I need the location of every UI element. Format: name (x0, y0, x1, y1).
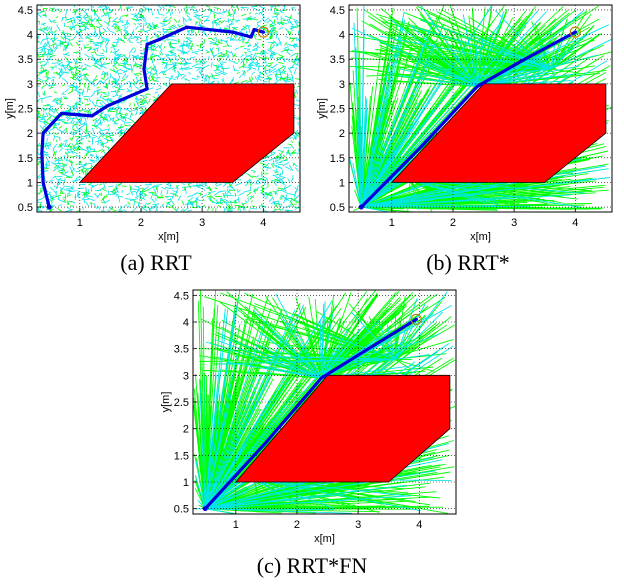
path-waypoint (90, 114, 94, 118)
x-tick-label: 2 (294, 519, 300, 531)
y-tick-label: 2.5 (18, 104, 33, 116)
chart-rrt: 1 2 3 4 0.5 1 1.5 2 2.5 3 3.5 4 4.5 x[m] y[m] (4, 4, 301, 243)
path-waypoint (319, 376, 324, 380)
y-tick-label: 1 (183, 477, 189, 489)
path-waypoint (142, 67, 146, 71)
goal-marker (257, 26, 269, 38)
obstacle (78, 83, 295, 183)
path-waypoint (105, 104, 109, 108)
x-axis-label: x[m] (314, 533, 335, 545)
y-tick-label: 3 (339, 79, 345, 91)
y-tick-label: 0.5 (18, 202, 33, 214)
path-waypoint (59, 111, 64, 116)
x-axis-label: x[m] (470, 231, 491, 243)
start-marker (202, 506, 208, 512)
y-tick-label: 4.5 (18, 5, 33, 17)
path-waypoint (420, 143, 424, 148)
path-waypoint (185, 25, 189, 29)
x-tick-label: 2 (450, 217, 456, 229)
y-tick-label: 1.5 (330, 153, 345, 165)
y-tick-label: 3.5 (18, 54, 33, 66)
chart-panel-rrt: 1 2 3 4 0.5 1 1.5 2 2.5 3 3.5 4 4.5 x[m] y[m] (a) RRT (0, 0, 312, 280)
x-tick-label: 3 (199, 217, 205, 229)
y-tick-label: 2.5 (174, 397, 189, 409)
caption-rrt-star: (b) RRT* (426, 250, 510, 275)
path-waypoint (145, 42, 149, 47)
y-tick-label: 4 (183, 317, 189, 329)
chart-panel-rrt-star: 1 2 3 4 0.5 1 1.5 2 2.5 3 3.5 4 4.5 x[m] y[m] (b) RRT* (312, 0, 624, 280)
x-tick-label: 3 (355, 519, 361, 531)
path-waypoint (414, 317, 418, 321)
y-tick-label: 2 (339, 128, 345, 140)
chart-rrt-star-fn: 1 2 3 4 0.5 1 1.5 2 2.5 3 3.5 4 4.5 x[m] y[m] (160, 289, 457, 545)
y-tick-label: 3 (183, 370, 189, 382)
path-waypoint (518, 60, 522, 64)
y-tick-label: 0.5 (174, 504, 189, 516)
y-tick-label: 4.5 (330, 5, 345, 17)
goal-marker (410, 313, 422, 325)
path-waypoint (264, 440, 268, 444)
path-waypoint (41, 131, 45, 135)
path-waypoint (157, 37, 161, 42)
path-waypoint (475, 84, 480, 88)
y-tick-label: 3 (27, 79, 33, 91)
path-waypoint (40, 151, 44, 155)
obstacle (234, 374, 451, 483)
x-tick-label: 4 (416, 519, 422, 531)
x-tick-label: 3 (511, 217, 517, 229)
caption-rrt: (a) RRT (120, 250, 192, 275)
chart-panel-rrt-star-fn: 1 2 3 4 0.5 1 1.5 2 2.5 3 3.5 4 4.5 x[m] y[m] (c) RRT*… (156, 285, 468, 585)
obstacle (390, 83, 607, 183)
x-tick-label: 2 (138, 217, 144, 229)
y-tick-label: 2.5 (330, 104, 345, 116)
y-tick-label: 1 (339, 177, 345, 189)
path-waypoint (249, 35, 253, 39)
y-tick-label: 0.5 (330, 202, 345, 214)
y-tick-label: 2 (27, 128, 33, 140)
planned-path (40, 25, 265, 209)
start-marker (358, 204, 364, 210)
x-tick-label: 1 (389, 217, 395, 229)
x-tick-label: 1 (233, 519, 239, 531)
chart-rrt-star: 1 2 3 4 0.5 1 1.5 2 2.5 3 3.5 4 4.5 x[m] y[m] (316, 4, 613, 243)
y-tick-label: 3.5 (174, 344, 189, 356)
y-tick-label: 4 (27, 30, 33, 42)
x-axis-label: x[m] (158, 231, 179, 243)
path-waypoint (252, 28, 256, 32)
start-marker (46, 204, 52, 210)
path-waypoint (145, 87, 149, 91)
path-waypoint (573, 30, 577, 34)
y-tick-label: 1.5 (18, 153, 33, 165)
y-tick-label: 4.5 (174, 290, 189, 302)
y-tick-label: 2 (183, 424, 189, 436)
y-tick-label: 3.5 (330, 54, 345, 66)
goal-marker (569, 26, 581, 38)
x-tick-label: 4 (260, 217, 266, 229)
y-tick-label: 1 (27, 177, 33, 189)
y-axis-label: y[m] (160, 392, 172, 413)
y-tick-label: 4 (339, 30, 345, 42)
search-tree (349, 5, 612, 212)
x-tick-label: 4 (572, 217, 578, 229)
x-tick-label: 1 (77, 217, 83, 229)
caption-rrt-star-fn: (c) RRT*FN (256, 553, 368, 578)
path-waypoint (261, 30, 265, 34)
path-waypoint (231, 30, 235, 34)
path-waypoint (41, 180, 45, 185)
y-axis-label: y[m] (4, 98, 16, 119)
y-tick-label: 1.5 (174, 450, 189, 462)
path-waypoint (362, 349, 366, 353)
y-axis-label: y[m] (316, 98, 328, 119)
